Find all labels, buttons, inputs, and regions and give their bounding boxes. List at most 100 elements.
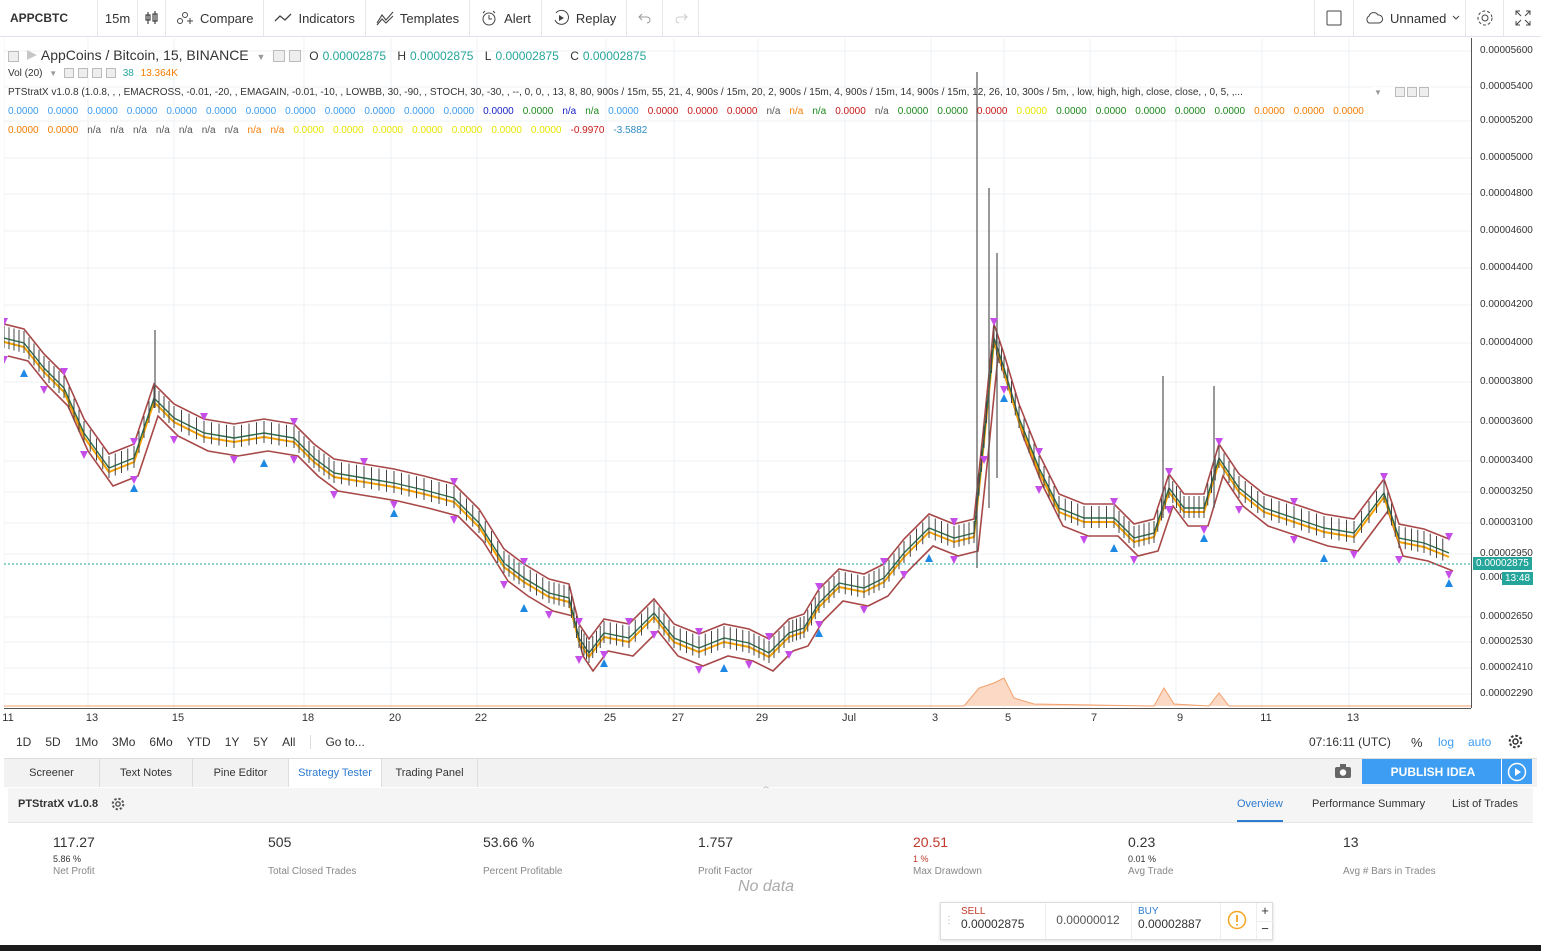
range-button[interactable]: All: [282, 735, 296, 749]
range-button[interactable]: 1Mo: [74, 735, 99, 749]
more-icon[interactable]: [105, 68, 116, 79]
panel-resize-icon[interactable]: ︽: [762, 782, 770, 791]
sell-signal-marker: [1200, 526, 1208, 534]
goto-date-button[interactable]: Go to...: [310, 735, 371, 749]
fullscreen-toggle-button[interactable]: [1314, 0, 1354, 36]
indicator-value: n/a: [812, 106, 827, 117]
price-tick-label: 0.00002290: [1480, 688, 1533, 699]
gear-icon[interactable]: [1508, 734, 1523, 752]
sell-signal-marker: [520, 558, 528, 566]
volume-label: Vol (20): [8, 68, 43, 79]
price-chart[interactable]: [4, 38, 1471, 708]
indicators-button[interactable]: Indicators: [264, 0, 366, 36]
interval-button[interactable]: 15m: [98, 0, 138, 36]
tab-text-notes[interactable]: Text Notes: [100, 759, 193, 787]
percent-scale-toggle[interactable]: %: [1411, 734, 1423, 750]
tab-performance-summary[interactable]: Performance Summary: [1312, 798, 1426, 810]
chart-pane[interactable]: [4, 38, 1471, 708]
symbol-title: AppCoins / Bitcoin, 15, BINANCE: [40, 47, 249, 63]
time-tick-label: 15: [171, 712, 185, 724]
time-axis[interactable]: 11 13 15 18 20 22 25 27 29 Jul 3 5 7 9 11 13: [2, 708, 1471, 729]
tab-strategy-tester[interactable]: Strategy Tester: [289, 759, 382, 787]
replay-button[interactable]: Replay: [542, 0, 628, 36]
sell-button[interactable]: SELL 0.00002875: [955, 903, 1046, 939]
tab-trading-panel[interactable]: Trading Panel: [382, 759, 478, 787]
metric-label: Profit Factor: [698, 866, 753, 877]
metric-label: Avg Trade: [1128, 866, 1174, 877]
settings-small-icon[interactable]: [77, 68, 88, 79]
drag-handle-icon[interactable]: ⋮: [944, 915, 954, 926]
buy-signal-marker: [600, 659, 608, 667]
sell-signal-marker: [900, 571, 908, 579]
undo-button[interactable]: [627, 0, 664, 36]
strategy-header: PTStratX v1.0.8 Overview Performance Sum…: [8, 788, 1533, 823]
play-icon[interactable]: [1501, 759, 1532, 784]
eye-icon[interactable]: [1394, 87, 1405, 98]
range-button[interactable]: YTD: [186, 735, 211, 749]
settings-small-icon[interactable]: [289, 50, 302, 63]
minus-icon[interactable]: −: [1256, 921, 1273, 939]
range-button[interactable]: 1Y: [224, 735, 240, 749]
sell-signal-marker: [1110, 498, 1118, 506]
buy-button[interactable]: BUY 0.00002887: [1131, 903, 1221, 939]
range-button[interactable]: 5Y: [253, 735, 269, 749]
sell-signal-marker: [950, 556, 958, 564]
ohlc-values: O 0.00002875 H 0.00002875 L 0.00002875 C 0.0…: [309, 49, 647, 63]
fullscreen-button[interactable]: [1504, 0, 1541, 36]
price-tick-label: 0.00002650: [1480, 611, 1533, 622]
tab-pine-editor[interactable]: Pine Editor: [193, 759, 289, 787]
tab-list-of-trades[interactable]: List of Trades: [1452, 798, 1519, 810]
redo-button[interactable]: [663, 0, 700, 36]
sell-signal-marker: [1035, 448, 1043, 456]
eye-icon[interactable]: [63, 68, 74, 79]
publish-idea-button[interactable]: PUBLISH IDEA: [1362, 759, 1532, 784]
tab-screener[interactable]: Screener: [4, 759, 100, 787]
high-value: 0.00002875: [410, 49, 474, 63]
settings-button[interactable]: [1466, 0, 1504, 36]
layout-save-button[interactable]: Unnamed: [1354, 0, 1466, 36]
collapse-icon[interactable]: [8, 50, 19, 62]
sell-signal-marker: [290, 418, 298, 426]
chart-style-button[interactable]: [138, 0, 166, 36]
price-axis[interactable]: 0.00005600 0.00005400 0.00005200 0.00005000…: [1471, 38, 1541, 708]
settings-small-icon[interactable]: [1406, 87, 1417, 98]
info-icon[interactable]: [1227, 910, 1247, 933]
top-toolbar: APPCBTC 15m Compare Indicators Templates…: [0, 0, 1541, 37]
indicator-value: n/a: [155, 125, 170, 136]
strategy-legend-controls: ▼: [1372, 87, 1431, 98]
chevron-down-icon[interactable]: ▼: [256, 52, 266, 62]
indicator-value: 0.0000: [205, 106, 237, 117]
tab-overview[interactable]: Overview: [1237, 798, 1283, 822]
compare-icon: [176, 10, 194, 26]
buy-signal-marker: [260, 459, 268, 467]
price-tick-label: 0.00004000: [1480, 337, 1533, 348]
buy-label: BUY: [1138, 906, 1159, 917]
auto-scale-toggle[interactable]: auto: [1468, 735, 1492, 749]
sell-signal-marker: [575, 618, 583, 626]
sell-signal-marker: [1380, 473, 1388, 481]
chevron-down-icon[interactable]: ▼: [49, 69, 58, 78]
range-button[interactable]: 1D: [16, 735, 32, 749]
symbol-search[interactable]: APPCBTC: [0, 0, 98, 36]
templates-button[interactable]: Templates: [366, 0, 471, 36]
range-button[interactable]: 5D: [45, 735, 61, 749]
delete-icon[interactable]: [91, 68, 102, 79]
alert-button[interactable]: Alert: [470, 0, 542, 36]
camera-icon[interactable]: [1334, 763, 1352, 782]
sell-signal-marker: [695, 628, 703, 636]
range-button[interactable]: 3Mo: [112, 735, 136, 749]
chevron-down-icon[interactable]: ▼: [1374, 88, 1382, 97]
compare-button[interactable]: Compare: [166, 0, 265, 36]
plus-icon[interactable]: +: [1256, 903, 1273, 922]
gear-icon[interactable]: [111, 797, 125, 814]
indicator-value: 0.0000: [364, 106, 395, 117]
range-button[interactable]: 6Mo: [149, 735, 173, 749]
eye-icon[interactable]: [273, 50, 286, 63]
sell-signal-marker: [1215, 438, 1223, 446]
log-scale-toggle[interactable]: log: [1438, 735, 1455, 749]
delete-icon[interactable]: [1418, 87, 1429, 98]
sell-signal-marker: [745, 661, 753, 669]
spread-value: 0.00000012: [1056, 913, 1120, 927]
time-tick-label: 5: [1004, 712, 1012, 724]
indicator-value: 0.0000: [332, 125, 364, 136]
